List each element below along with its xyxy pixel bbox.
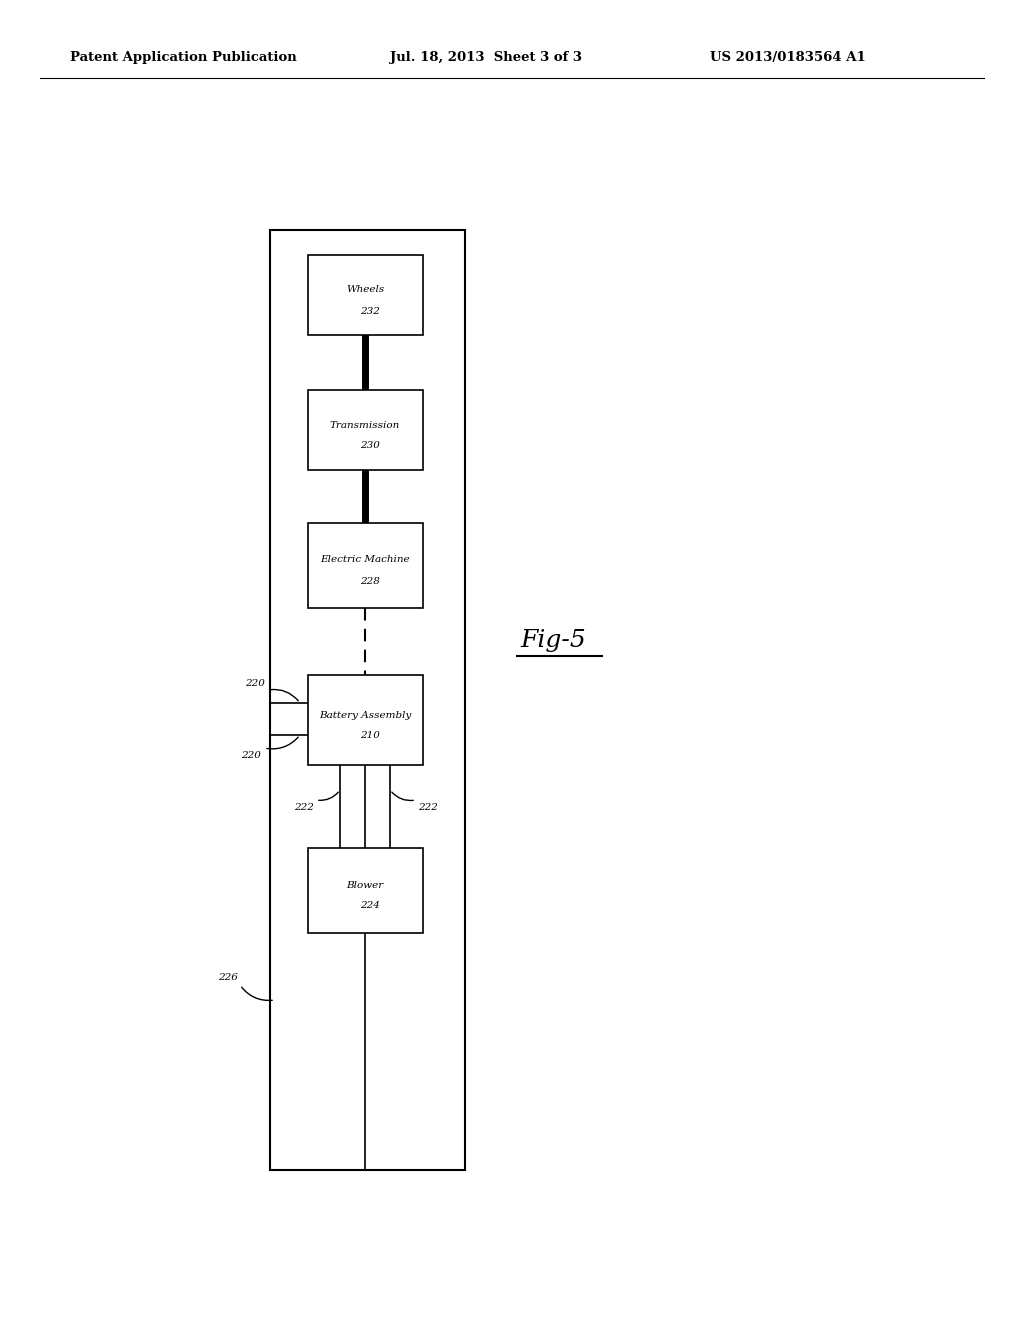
Bar	[307, 847, 423, 932]
Text: Electric Machine: Electric Machine	[321, 556, 410, 565]
Bar	[307, 523, 423, 607]
Text: Jul. 18, 2013  Sheet 3 of 3: Jul. 18, 2013 Sheet 3 of 3	[390, 51, 582, 65]
Text: Blower: Blower	[346, 880, 384, 890]
Text: 222: 222	[418, 804, 438, 813]
Text: US 2013/0183564 A1: US 2013/0183564 A1	[710, 51, 865, 65]
Bar	[307, 675, 423, 766]
Text: Transmission: Transmission	[330, 421, 400, 429]
Text: 228: 228	[360, 577, 380, 586]
Text: 230: 230	[360, 441, 380, 450]
Text: 220: 220	[241, 751, 261, 760]
Text: 226: 226	[218, 974, 238, 982]
Text: 224: 224	[360, 902, 380, 911]
Bar	[307, 389, 423, 470]
Bar	[307, 255, 423, 335]
Bar	[270, 230, 465, 1170]
Text: Battery Assembly: Battery Assembly	[318, 710, 412, 719]
Text: 210: 210	[360, 731, 380, 741]
Text: 232: 232	[360, 306, 380, 315]
Text: 222: 222	[294, 804, 314, 813]
Text: Wheels: Wheels	[346, 285, 384, 294]
Text: Fig-5: Fig-5	[520, 628, 586, 652]
Text: 220: 220	[245, 678, 265, 688]
Text: Patent Application Publication: Patent Application Publication	[70, 51, 297, 65]
